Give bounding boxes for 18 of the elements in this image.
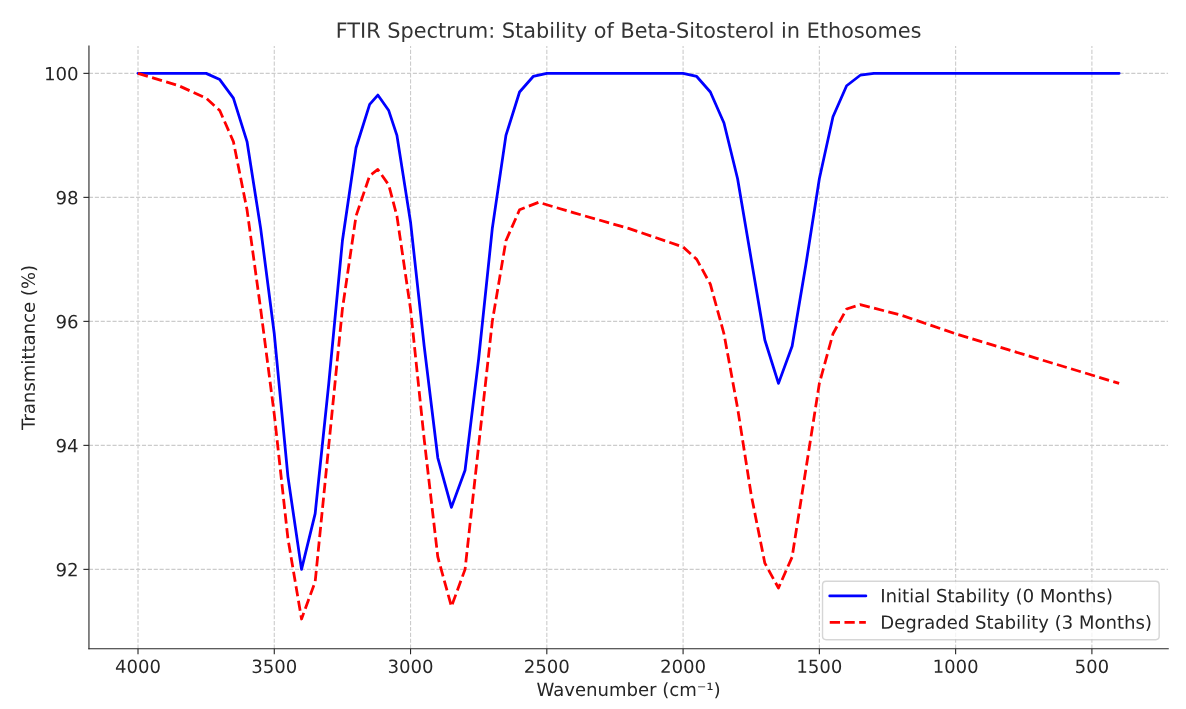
y-tick-label: 100	[46, 66, 78, 81]
y-tick-label: 98	[56, 190, 78, 205]
x-tick-label: 4000	[115, 659, 160, 674]
x-axis-title: Wavenumber (cm⁻¹)	[537, 682, 720, 699]
y-tick-label: 94	[56, 438, 78, 453]
y-axis-title: Transmittance (%)	[21, 266, 38, 430]
y-tick-label: 92	[56, 562, 77, 577]
x-tick-label: 500	[1076, 659, 1108, 674]
x-tick-label: 2500	[525, 659, 569, 674]
chart-title: FTIR Spectrum: Stability of Beta-Sitosterol in Ethosomes	[337, 21, 921, 43]
x-tick-label: 3500	[252, 659, 297, 674]
x-tick-label: 1000	[934, 659, 978, 674]
legend-label: Degraded Stability (3 Months)	[882, 615, 1151, 633]
legend-label: Initial Stability (0 Months)	[882, 588, 1112, 606]
x-tick-label: 3000	[388, 659, 433, 674]
x-tick-label: 2000	[661, 659, 705, 674]
y-tick-label: 96	[56, 314, 78, 329]
x-tick-label: 1500	[798, 659, 842, 674]
